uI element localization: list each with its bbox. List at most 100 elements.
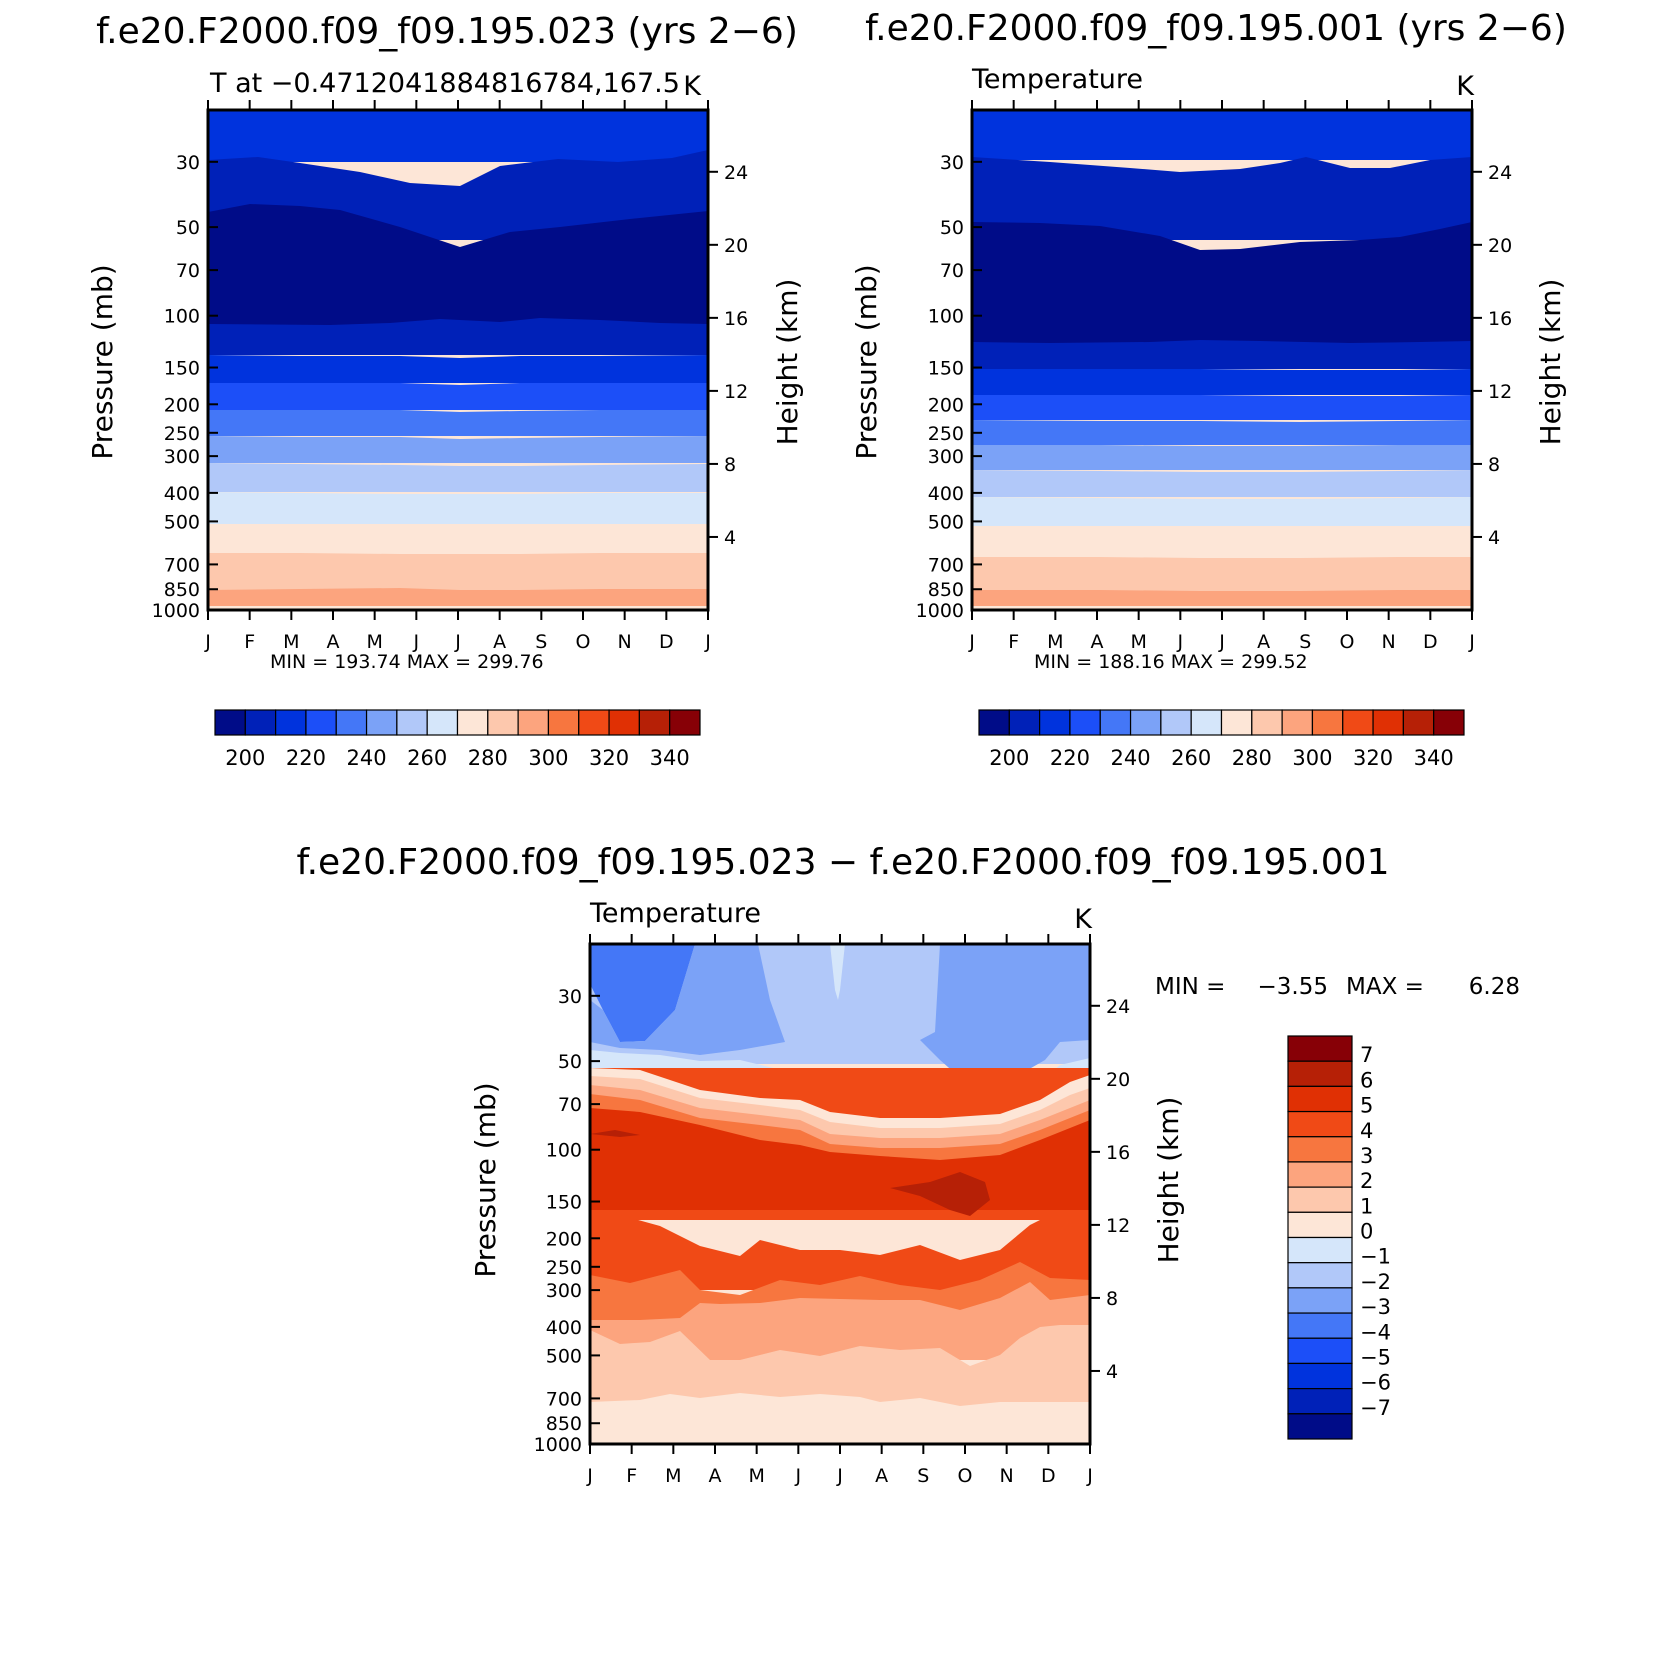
pressure-tick-label: 700 bbox=[928, 554, 964, 576]
colorbar-box bbox=[978, 709, 1010, 736]
pressure-tick-label: 30 bbox=[176, 152, 200, 174]
height-tick-label: 16 bbox=[724, 308, 748, 330]
month-tick-label: A bbox=[875, 1465, 888, 1487]
pressure-tick-label: 100 bbox=[546, 1140, 582, 1162]
colorbar-box bbox=[1008, 709, 1041, 736]
pressure-tick-label: 700 bbox=[546, 1388, 582, 1410]
pressure-tick-label: 850 bbox=[546, 1413, 582, 1435]
month-tick-label: J bbox=[204, 631, 211, 653]
colorbar-box bbox=[214, 709, 246, 736]
pressure-tick-label: 100 bbox=[164, 306, 200, 328]
pressure-tick-label: 50 bbox=[176, 217, 200, 239]
height-tick-label: 8 bbox=[724, 454, 736, 476]
panel-top-right-colorbar: 200 220 240 260 280 300 320 340 bbox=[978, 709, 1465, 770]
colorbar-box bbox=[1160, 709, 1192, 736]
colorbar-layer: 200 220 240 260 280 300 320 340 200 220 240 260 280 3… bbox=[214, 709, 1465, 1440]
colorbar-box bbox=[608, 709, 640, 736]
colorbar-box bbox=[1190, 709, 1223, 736]
pressure-tick-label: 50 bbox=[558, 1051, 582, 1073]
colorbar-box bbox=[1287, 1085, 1353, 1113]
colorbar-box bbox=[1287, 1362, 1353, 1390]
colorbar-box bbox=[1287, 1136, 1353, 1163]
colorbar-box bbox=[305, 709, 337, 736]
colorbar-box bbox=[1281, 709, 1314, 736]
month-tick-label: J bbox=[795, 1465, 802, 1487]
colorbar-box bbox=[1099, 709, 1132, 736]
month-tick-label: J bbox=[1218, 631, 1225, 653]
colorbar-box bbox=[1287, 1110, 1353, 1138]
month-tick-label: O bbox=[576, 631, 591, 653]
pressure-tick-label: 150 bbox=[928, 358, 964, 380]
pressure-tick-label: 30 bbox=[558, 986, 582, 1008]
panel-bottom: f.e20.F2000.f09_f09.195.023 − f.e20.F200… bbox=[297, 842, 1520, 1446]
colorbar-label: 2 bbox=[1360, 1169, 1373, 1193]
pressure-tick-label: 850 bbox=[928, 579, 964, 601]
height-tick-label: 12 bbox=[1488, 381, 1512, 403]
colorbar-box bbox=[1402, 709, 1435, 736]
colorbar-box bbox=[1287, 1312, 1353, 1339]
colorbar-label: −5 bbox=[1360, 1345, 1391, 1369]
pressure-tick-label: 250 bbox=[928, 423, 964, 445]
colorbar-label: 5 bbox=[1360, 1094, 1373, 1118]
pressure-tick-label: 300 bbox=[164, 446, 200, 468]
month-tick-label: F bbox=[244, 631, 255, 653]
pressure-tick-label: 50 bbox=[940, 217, 964, 239]
colorbar-label: 340 bbox=[1414, 746, 1454, 770]
colorbar-box bbox=[1069, 709, 1101, 736]
height-tick-label: 16 bbox=[1488, 308, 1512, 330]
pressure-tick-label: 1000 bbox=[534, 1434, 582, 1456]
panel-bottom-subtitle: Temperature bbox=[589, 898, 761, 929]
colorbar-label: 200 bbox=[225, 746, 265, 770]
colorbar-box bbox=[456, 709, 489, 736]
height-tick-label: 12 bbox=[724, 381, 748, 403]
colorbar-label: 7 bbox=[1360, 1043, 1373, 1067]
month-tick-label: J bbox=[704, 631, 711, 653]
pressure-tick-label: 150 bbox=[546, 1192, 582, 1214]
height-tick-label: 24 bbox=[1488, 162, 1512, 184]
colorbar-label: 280 bbox=[1232, 746, 1272, 770]
panel-bottom-units: K bbox=[1074, 904, 1093, 935]
panel-bottom-max-label: MAX = bbox=[1346, 974, 1424, 1000]
month-tick-label: S bbox=[917, 1465, 929, 1487]
colorbar-label: 280 bbox=[468, 746, 508, 770]
colorbar-label: 320 bbox=[1353, 746, 1393, 770]
panel-bottom-min-label: MIN = bbox=[1155, 974, 1225, 1000]
colorbar-box bbox=[1287, 1161, 1353, 1188]
axes-layer: 3050701001502002503004005007008501000242… bbox=[152, 100, 1512, 1487]
month-tick-label: M bbox=[1130, 631, 1146, 653]
pressure-tick-label: 250 bbox=[164, 423, 200, 445]
month-tick-label: O bbox=[958, 1465, 973, 1487]
height-tick-label: 20 bbox=[724, 235, 748, 257]
colorbar-box bbox=[275, 709, 307, 736]
colorbar-box bbox=[1220, 709, 1253, 736]
month-tick-label: N bbox=[1382, 631, 1396, 653]
colorbar-label: −7 bbox=[1360, 1396, 1391, 1420]
colorbar-box bbox=[1342, 709, 1374, 736]
colorbar-label: 300 bbox=[528, 746, 568, 770]
pressure-tick-label: 300 bbox=[928, 446, 964, 468]
pressure-tick-label: 70 bbox=[940, 260, 964, 282]
panel-bottom-contour-fill bbox=[590, 944, 1090, 1444]
panel-top-right-y2-axis-label: Height (km) bbox=[1534, 279, 1567, 446]
pressure-tick-label: 200 bbox=[164, 394, 200, 416]
colorbar-box bbox=[426, 709, 459, 736]
colorbar-box bbox=[547, 709, 580, 736]
colorbar-box bbox=[1287, 1186, 1353, 1213]
pressure-tick-label: 100 bbox=[928, 306, 964, 328]
colorbar-box bbox=[669, 709, 701, 736]
panel-bottom-max-value: 6.28 bbox=[1469, 974, 1520, 1000]
height-tick-label: 4 bbox=[724, 527, 736, 549]
colorbar-box bbox=[1287, 1337, 1353, 1365]
pressure-tick-label: 700 bbox=[164, 554, 200, 576]
pressure-tick-label: 30 bbox=[940, 152, 964, 174]
pressure-tick-label: 70 bbox=[558, 1094, 582, 1116]
colorbar-box bbox=[638, 709, 671, 736]
panel-top-left-units: K bbox=[683, 71, 702, 102]
colorbar-box bbox=[365, 709, 398, 736]
pressure-tick-label: 400 bbox=[546, 1317, 582, 1339]
colorbar-box bbox=[1372, 709, 1404, 736]
panel-top-left-subtitle: T at −0.4712041884816784,167.5 bbox=[209, 68, 680, 99]
height-tick-label: 24 bbox=[724, 162, 748, 184]
